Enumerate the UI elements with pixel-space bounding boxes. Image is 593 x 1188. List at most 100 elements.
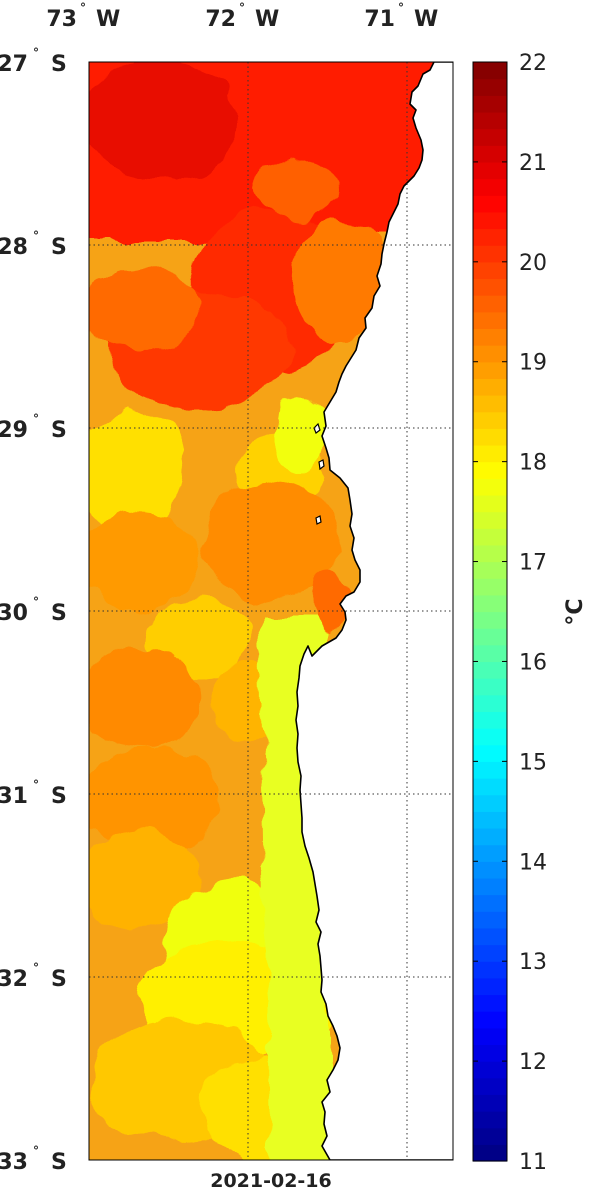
colorbar-swatch <box>473 844 507 862</box>
map-date: 2021-02-16 <box>210 1170 332 1188</box>
colorbar-swatch <box>473 861 507 879</box>
colorbar-swatch <box>473 827 507 846</box>
lat-tick-hemisphere: S <box>51 418 67 443</box>
colorbar-swatch <box>473 744 507 762</box>
colorbar-swatch <box>473 561 507 579</box>
colorbar-swatch <box>473 1044 507 1062</box>
lat-tick-label: 27 ° S <box>0 46 67 77</box>
degree-symbol: ° <box>239 1 245 15</box>
lat-tick-value: 27 <box>0 52 28 77</box>
lon-tick-hemisphere: W <box>255 7 279 32</box>
colorbar-swatch <box>473 78 507 96</box>
colorbar-swatch <box>473 611 507 629</box>
lon-tick-label: 73 ° W <box>46 1 120 32</box>
lat-tick-label: 31 ° S <box>0 778 67 809</box>
colorbar-swatch <box>473 977 507 996</box>
colorbar-frame <box>472 61 508 1162</box>
colorbar-tick-label: 11 <box>519 1150 547 1175</box>
colorbar-swatch <box>473 1127 507 1145</box>
lon-tick-value: 73 <box>46 7 77 32</box>
colorbar-swatch <box>473 661 507 679</box>
sst-field <box>89 62 453 1160</box>
colorbar-swatch <box>473 927 507 946</box>
colorbar-swatch <box>473 778 507 796</box>
colorbar-swatch <box>473 511 507 529</box>
island-shape <box>318 459 325 471</box>
colorbar-tick-labels: 11 12 13 14 15 16 17 18 19 20 21 22 <box>519 51 547 1175</box>
colorbar-swatch <box>473 761 507 779</box>
colorbar-swatch <box>473 961 507 979</box>
colorbar-swatch <box>473 145 507 163</box>
colorbar-scale <box>473 62 507 1162</box>
island-shape <box>313 422 321 434</box>
colorbar-unit-label: °C <box>563 598 588 625</box>
lat-tick-value: 31 <box>0 784 28 809</box>
lat-tick-hemisphere: S <box>51 967 67 992</box>
colorbar-swatch <box>473 278 507 296</box>
lat-tick-value: 30 <box>0 601 28 626</box>
colorbar-swatch <box>473 328 507 346</box>
colorbar-tick-label: 18 <box>519 451 547 476</box>
lat-tick-hemisphere: S <box>51 601 67 626</box>
colorbar-swatch <box>473 944 507 962</box>
degree-symbol: ° <box>33 1144 39 1158</box>
map-frame <box>88 61 454 1161</box>
lat-tick-value: 32 <box>0 967 28 992</box>
colorbar-swatch <box>473 295 507 313</box>
colorbar-tick-label: 17 <box>519 551 547 576</box>
lon-tick-label: 72 ° W <box>205 1 279 32</box>
colorbar-tick-label: 19 <box>519 351 547 376</box>
colorbar-tick-label: 12 <box>519 1050 547 1075</box>
degree-symbol: ° <box>33 412 39 426</box>
lon-tick-value: 71 <box>364 7 395 32</box>
colorbar-swatch <box>473 1077 507 1095</box>
lat-tick-value: 29 <box>0 418 28 443</box>
colorbar-swatch <box>473 411 507 429</box>
colorbar-swatch <box>473 544 507 563</box>
colorbar-swatch <box>473 395 507 413</box>
colorbar-swatch <box>473 211 507 230</box>
lat-tick-label: 29 ° S <box>0 412 67 443</box>
colorbar-tick-label: 20 <box>519 251 547 276</box>
colorbar-tick-label: 22 <box>519 51 547 76</box>
colorbar-swatch <box>473 694 507 713</box>
colorbar-swatch <box>473 528 507 546</box>
lon-tick-hemisphere: W <box>96 7 120 32</box>
lon-tick-value: 72 <box>205 7 236 32</box>
colorbar-swatch <box>473 728 507 746</box>
degree-symbol: ° <box>33 229 39 243</box>
colorbar-ticks <box>473 61 507 1162</box>
colorbar-swatch <box>473 1061 507 1079</box>
colorbar-swatch <box>473 461 507 479</box>
degree-symbol: ° <box>33 778 39 792</box>
land-mask <box>295 62 453 1160</box>
colorbar-swatch <box>473 794 507 812</box>
degree-symbol: ° <box>80 1 86 15</box>
colorbar-swatch <box>473 994 507 1012</box>
colorbar-swatch <box>473 361 507 379</box>
colorbar-tick-label: 21 <box>519 151 547 176</box>
lat-tick-hemisphere: S <box>51 784 67 809</box>
lon-tick-label: 71 ° W <box>364 1 438 32</box>
colorbar-swatch <box>473 62 507 80</box>
colorbar-tick-label: 13 <box>519 950 547 975</box>
latitude-tick-labels: 27 ° S 28 ° S 29 ° S 30 ° S 31 ° S 32 ° S 33 ° S <box>0 46 67 1175</box>
colorbar-tick-label: 16 <box>519 650 547 675</box>
colorbar-swatch <box>473 644 507 663</box>
longitude-tick-labels: 73 ° W 72 ° W 71 ° W <box>46 1 438 32</box>
lat-tick-label: 30 ° S <box>0 595 67 626</box>
colorbar-swatch <box>473 345 507 363</box>
degree-symbol: ° <box>33 595 39 609</box>
colorbar-swatch <box>473 494 507 513</box>
colorbar-swatch <box>473 261 507 280</box>
lon-tick-hemisphere: W <box>414 7 438 32</box>
colorbar-tick-label: 15 <box>519 750 547 775</box>
colorbar-swatch <box>473 444 507 463</box>
lat-tick-hemisphere: S <box>51 52 67 77</box>
colorbar-swatch <box>473 1144 507 1162</box>
colorbar-swatch <box>473 911 507 929</box>
map-gridlines <box>89 62 453 1160</box>
colorbar-swatch <box>473 228 507 246</box>
colorbar-swatch <box>473 128 507 146</box>
